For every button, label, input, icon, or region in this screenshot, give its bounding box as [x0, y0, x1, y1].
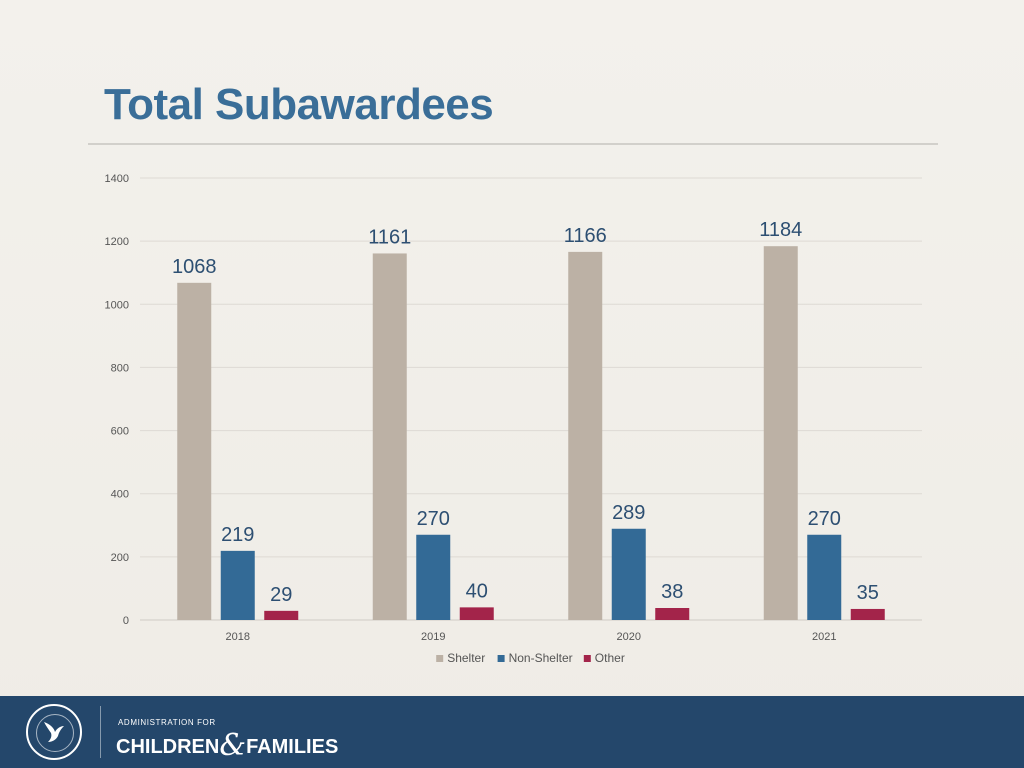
footer-banner: ADMINISTRATION FOR CHILDREN&FAMILIES: [0, 696, 1024, 768]
y-tick-label: 400: [111, 489, 129, 501]
data-label: 219: [221, 524, 254, 546]
legend-swatch: [497, 655, 505, 662]
bar-non-shelter: [220, 550, 255, 620]
x-tick-label: 2020: [617, 631, 641, 643]
x-tick-label: 2021: [812, 631, 836, 643]
data-label: 270: [417, 508, 450, 530]
data-label: 40: [466, 580, 488, 602]
hhs-seal-icon: [26, 704, 82, 760]
brand-children: CHILDREN: [116, 736, 220, 758]
footer-divider: [100, 706, 101, 758]
chart-bars: [177, 246, 885, 620]
data-label: 270: [808, 508, 841, 530]
data-label: 1184: [759, 219, 802, 241]
bar-other: [459, 607, 494, 620]
y-tick-label: 200: [111, 552, 129, 564]
y-tick-label: 1400: [105, 173, 129, 185]
eagle-icon: [44, 722, 64, 742]
data-label: 1166: [564, 225, 607, 247]
title-divider: [88, 143, 938, 145]
y-tick-label: 800: [111, 362, 129, 374]
bar-other: [850, 608, 885, 620]
page-title: Total Subawardees: [104, 80, 494, 129]
bar-shelter: [177, 282, 212, 620]
y-tick-label: 1000: [105, 299, 129, 311]
agency-brand-text: CHILDREN&FAMILIES: [116, 726, 339, 763]
legend-label: Other: [595, 651, 625, 665]
legend-swatch: [436, 655, 444, 662]
bar-non-shelter: [807, 534, 842, 620]
data-label: 35: [857, 582, 879, 604]
chart-gridlines: [140, 177, 922, 621]
y-tick-label: 600: [111, 426, 129, 438]
bar-shelter: [372, 253, 407, 620]
y-axis: 0 200 400 600 800 1000 1200 1400: [105, 173, 129, 627]
data-labels: 1068 219 29 1161 270 40 1166 289 38 1184 270 35: [172, 219, 879, 606]
legend-swatch: [583, 655, 591, 662]
bar-other: [655, 608, 690, 620]
agency-admin-text: ADMINISTRATION FOR: [118, 718, 216, 727]
y-tick-label: 0: [123, 615, 129, 627]
data-label: 38: [661, 581, 683, 603]
chart-legend: Shelter Non-Shelter Other: [436, 651, 625, 665]
bar-shelter: [763, 246, 798, 620]
x-tick-label: 2018: [226, 631, 250, 643]
legend-label: Shelter: [447, 651, 485, 665]
brand-ampersand: &: [219, 728, 247, 763]
data-label: 1068: [172, 256, 217, 278]
bar-non-shelter: [416, 534, 451, 620]
data-label: 1161: [368, 226, 411, 248]
bar-other: [264, 610, 299, 620]
x-tick-label: 2019: [421, 631, 445, 643]
legend-label: Non-Shelter: [509, 651, 573, 665]
bar-shelter: [568, 251, 603, 620]
bar-chart: 0 200 400 600 800 1000 1200 1400 1068 219 29 1161 2…: [105, 173, 922, 665]
data-label: 289: [612, 502, 645, 524]
x-axis: 2018 2019 2020 2021: [226, 631, 837, 643]
data-label: 29: [270, 584, 292, 606]
brand-families: FAMILIES: [246, 736, 339, 758]
y-tick-label: 1200: [105, 236, 129, 248]
bar-non-shelter: [611, 528, 646, 620]
